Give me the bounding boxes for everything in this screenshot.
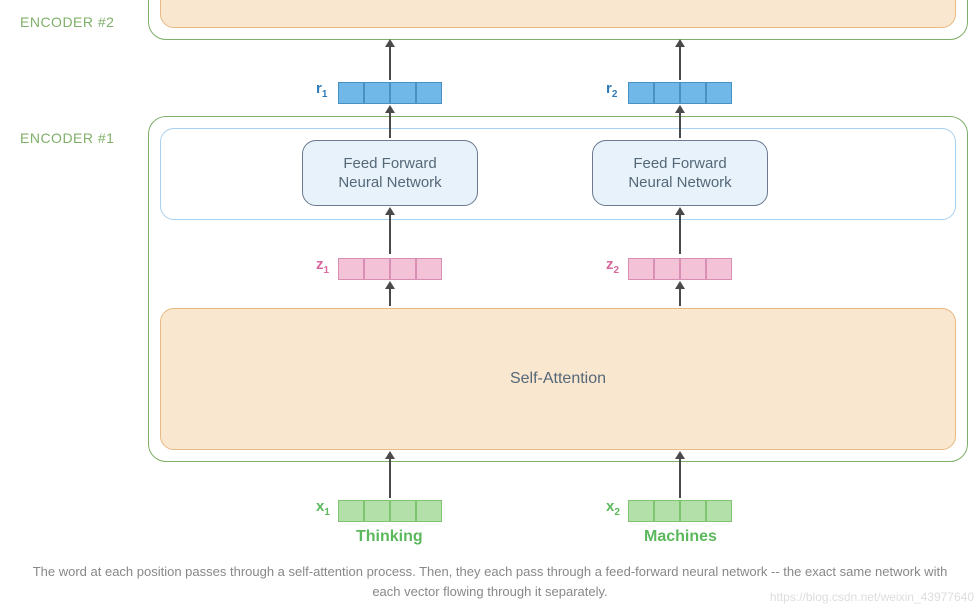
x1-label: x1 (316, 498, 330, 518)
r1-vector (338, 82, 442, 104)
encoder2-label: ENCODER #2 (20, 14, 114, 30)
r2-label: r2 (606, 80, 617, 100)
feedforward-box-1: Feed ForwardNeural Network (302, 140, 478, 206)
feedforward-container (160, 128, 956, 220)
encoder2-inner (160, 0, 956, 28)
x2-label: x2 (606, 498, 620, 518)
x1-vector (338, 500, 442, 522)
arrow-x1-to-att (389, 458, 391, 498)
z1-vector (338, 258, 442, 280)
arrow-r1-to-enc2 (389, 46, 391, 80)
x2-vector (628, 500, 732, 522)
z2-label: z2 (606, 256, 619, 276)
word1-label: Thinking (356, 528, 423, 546)
arrow-r2-to-enc2 (679, 46, 681, 80)
self-attention-text: Self-Attention (510, 370, 606, 388)
self-attention-box: Self-Attention (160, 308, 956, 450)
arrow-z1-to-ff1 (389, 214, 391, 254)
arrow-ff2-to-r2 (679, 112, 681, 138)
arrow-att-to-z2 (679, 288, 681, 306)
arrow-x2-to-att (679, 458, 681, 498)
r2-vector (628, 82, 732, 104)
feedforward-box-2: Feed ForwardNeural Network (592, 140, 768, 206)
feedforward-text-2: Feed ForwardNeural Network (628, 154, 731, 193)
arrow-ff1-to-r1 (389, 112, 391, 138)
z2-vector (628, 258, 732, 280)
encoder1-label: ENCODER #1 (20, 130, 114, 146)
word2-label: Machines (644, 528, 717, 546)
z1-label: z1 (316, 256, 329, 276)
r1-label: r1 (316, 80, 327, 100)
arrow-att-to-z1 (389, 288, 391, 306)
feedforward-text-1: Feed ForwardNeural Network (338, 154, 441, 193)
arrow-z2-to-ff2 (679, 214, 681, 254)
watermark-text: https://blog.csdn.net/weixin_43977640 (770, 590, 974, 604)
